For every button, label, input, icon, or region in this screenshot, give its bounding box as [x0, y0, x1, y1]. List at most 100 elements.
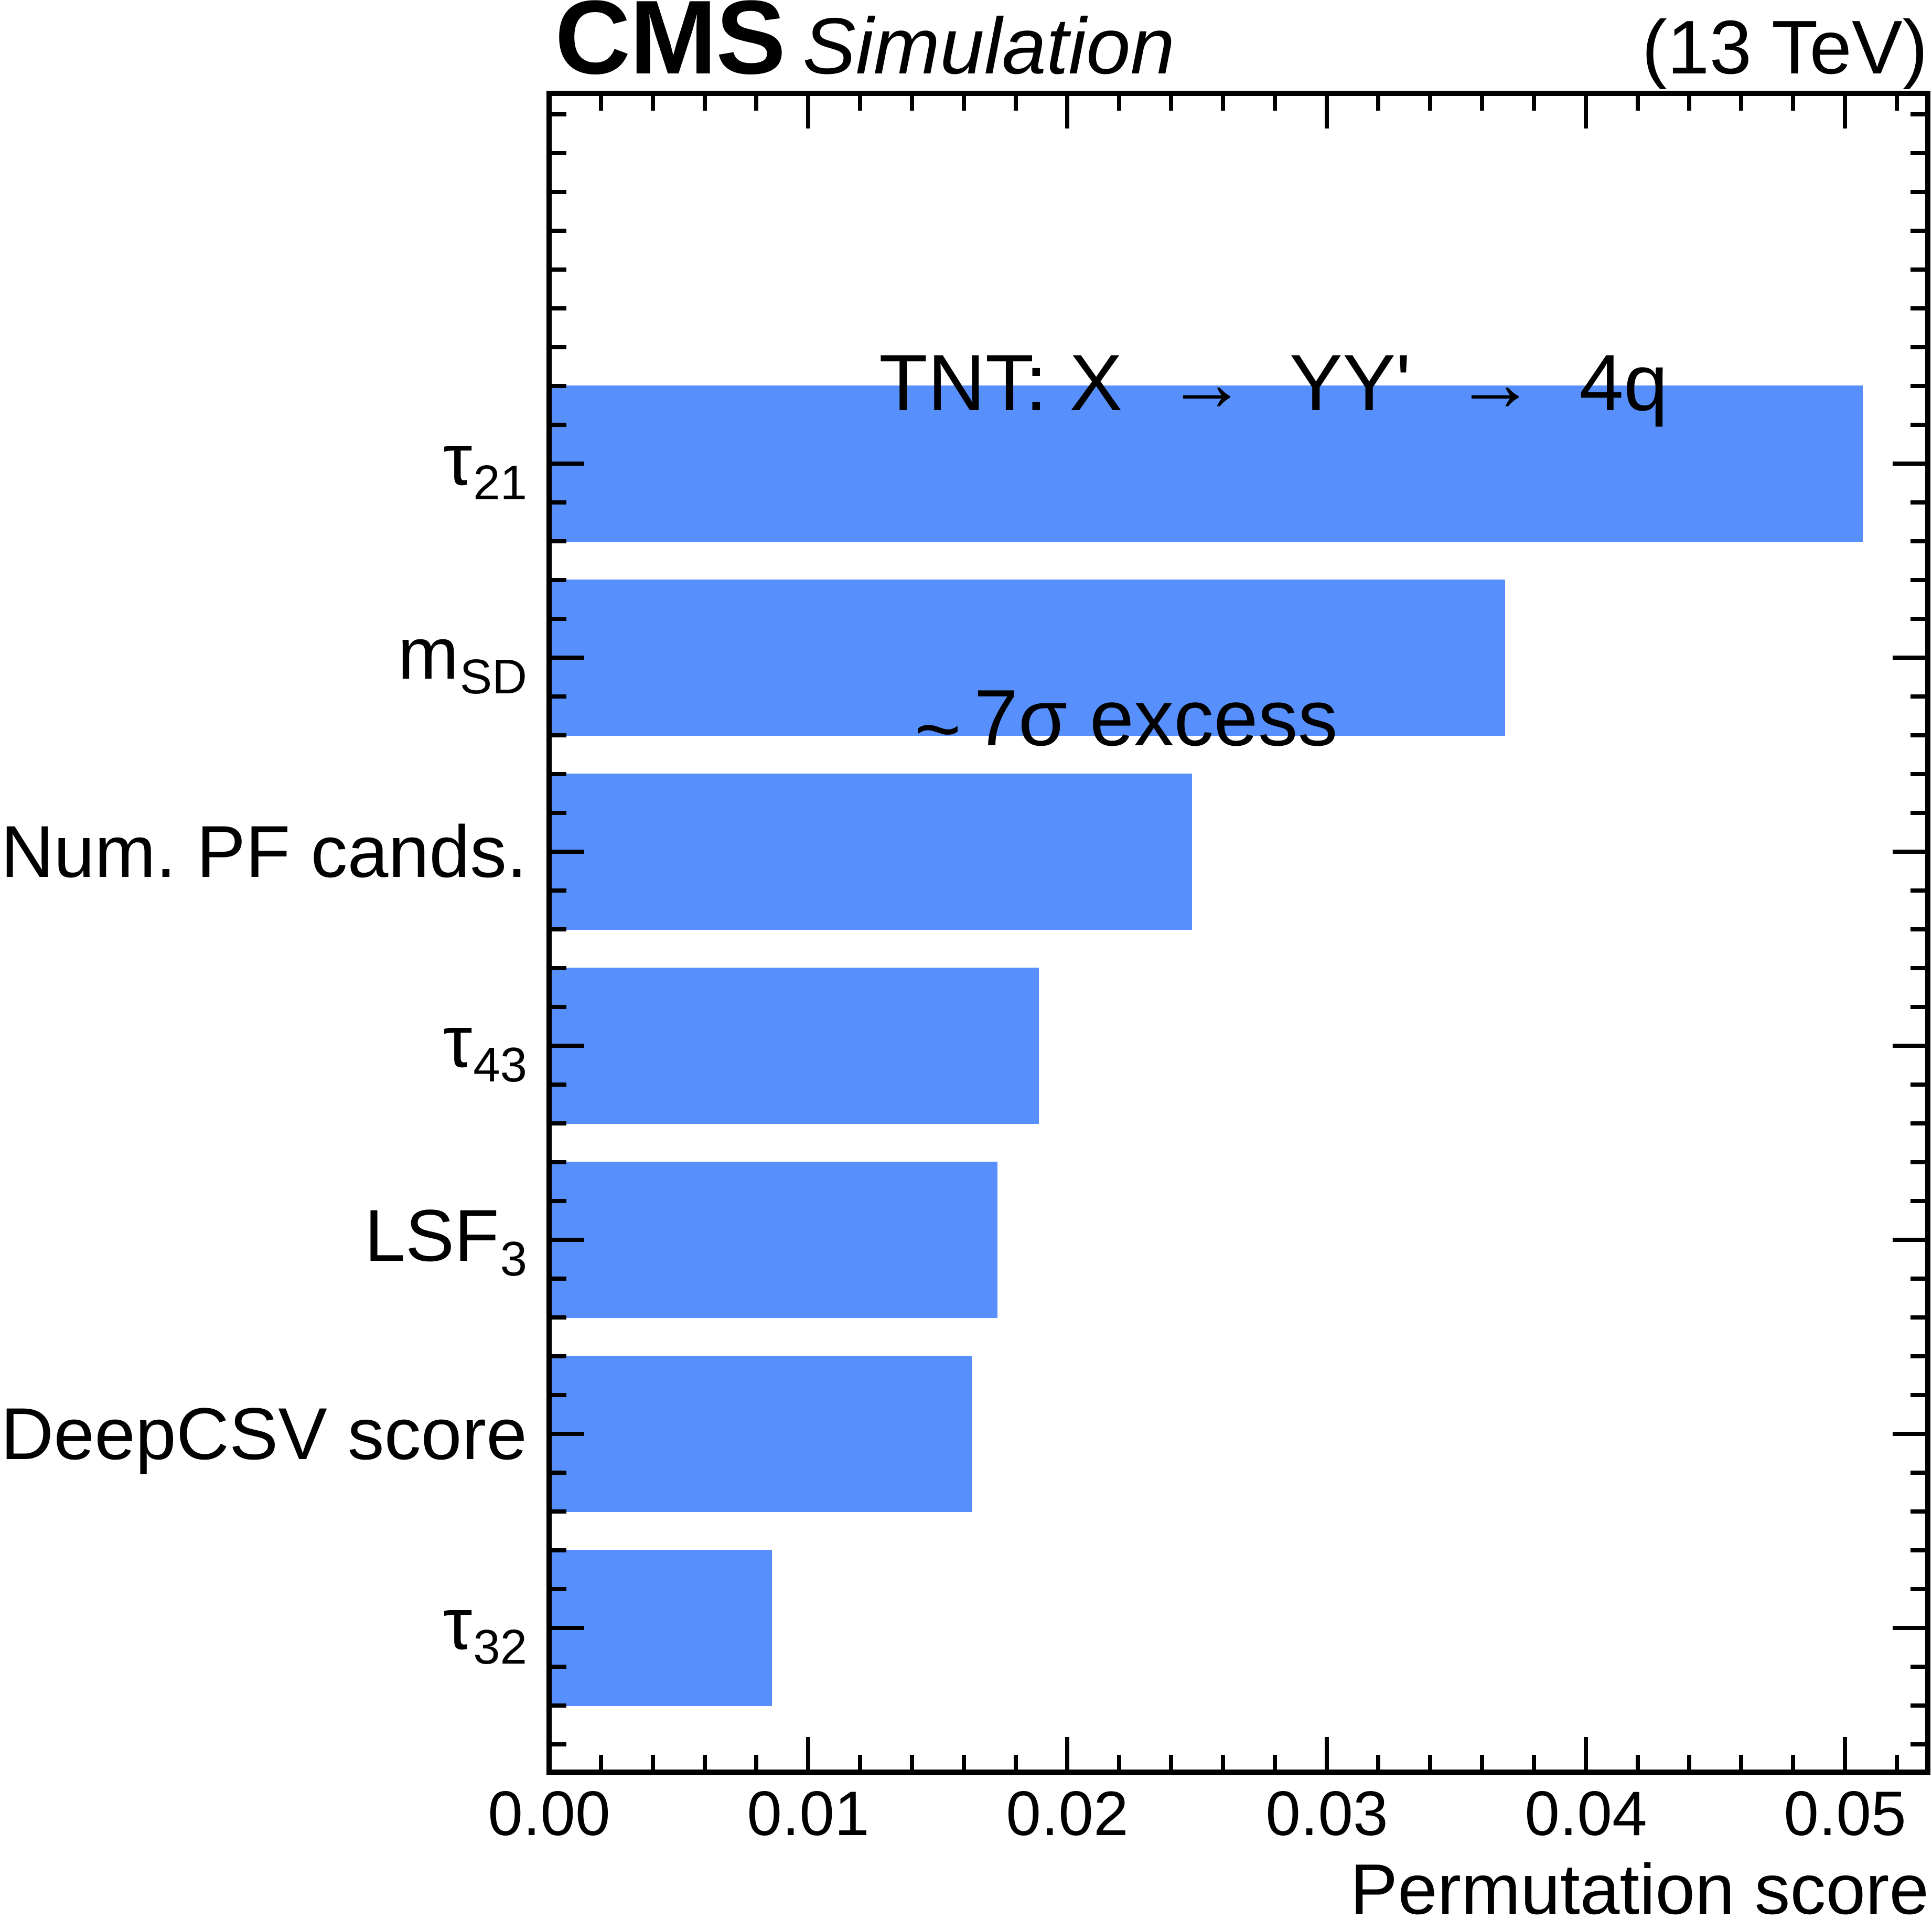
y-tick-minor-left: [552, 500, 566, 505]
y-tick-minor-right: [1910, 500, 1925, 505]
x-tick-top: [1895, 96, 1899, 111]
y-tick-minor-right: [1910, 384, 1925, 388]
y-tick-minor-left: [552, 1315, 566, 1320]
x-tick-bottom: [1014, 1755, 1018, 1770]
y-tick-minor-right: [1910, 539, 1925, 543]
y-tick-minor-right: [1910, 772, 1925, 776]
x-tick-bottom: [1221, 1755, 1225, 1770]
y-tick-minor-right: [1910, 1703, 1925, 1708]
y-tick-minor-left: [552, 1354, 566, 1358]
category-label-text: τ: [443, 1582, 473, 1665]
x-tick-bottom: [858, 1755, 862, 1770]
y-tick-major-left: [552, 462, 584, 466]
y-tick-minor-left: [552, 1471, 566, 1475]
y-tick-minor-left: [552, 1199, 566, 1203]
x-tick-top: [962, 96, 966, 111]
y-tick-minor-left: [552, 151, 566, 155]
y-tick-major-left: [552, 850, 584, 854]
x-tick-top: [1065, 96, 1069, 128]
y-tick-major-right: [1893, 1238, 1925, 1242]
category-label-num-pf-cands: Num. PF cands.: [1, 815, 527, 888]
y-tick-minor-right: [1910, 1160, 1925, 1164]
category-label-subscript: 21: [473, 455, 527, 510]
y-tick-minor-right: [1910, 112, 1925, 116]
y-tick-minor-left: [552, 190, 566, 194]
x-tick-bottom: [1428, 1755, 1432, 1770]
title-line-2: ~7σ excess: [915, 673, 1338, 774]
y-tick-minor-left: [552, 112, 566, 116]
x-tick-bottom: [703, 1755, 707, 1770]
x-tick-top: [1480, 96, 1484, 111]
x-tick-bottom: [1739, 1755, 1743, 1770]
x-tick-bottom: [754, 1755, 758, 1770]
category-label-tau32: τ32: [443, 1587, 527, 1674]
x-tick-bottom: [1480, 1755, 1484, 1770]
frame-bottom: [546, 1770, 1930, 1775]
y-tick-major-left: [552, 1238, 584, 1242]
y-tick-minor-left: [552, 888, 566, 893]
x-tick-top: [1221, 96, 1225, 111]
y-tick-minor-right: [1910, 1665, 1925, 1669]
y-tick-major-right: [1893, 850, 1925, 854]
category-label-text: m: [398, 612, 459, 694]
x-tick-top: [703, 96, 707, 111]
x-tick-top: [1636, 96, 1640, 111]
x-tick-bottom: [1895, 1755, 1899, 1770]
category-label-subscript: SD: [459, 649, 527, 704]
category-label-subscript: 3: [500, 1231, 527, 1286]
category-label-text: DeepCSV score: [1, 1392, 527, 1475]
y-tick-minor-right: [1910, 267, 1925, 272]
category-label-text: τ: [443, 418, 473, 500]
y-tick-minor-left: [552, 1005, 566, 1009]
y-tick-minor-left: [552, 1587, 566, 1591]
y-tick-minor-left: [552, 229, 566, 233]
bar-tau32: [549, 1550, 772, 1706]
x-tick-top: [1376, 96, 1380, 111]
y-tick-minor-right: [1910, 1199, 1925, 1203]
category-label-lsf3: LSF3: [364, 1199, 527, 1286]
y-tick-minor-left: [552, 1121, 566, 1125]
frame-right: [1925, 91, 1930, 1775]
y-tick-minor-right: [1910, 229, 1925, 233]
approx-tilde: ~: [915, 684, 961, 774]
x-tick-bottom: [1584, 1737, 1588, 1770]
y-tick-minor-left: [552, 811, 566, 815]
y-tick-minor-right: [1910, 1315, 1925, 1320]
x-axis-title: Permutation score: [1350, 1849, 1929, 1919]
category-label-subscript: 43: [473, 1037, 527, 1092]
y-tick-minor-left: [552, 1509, 566, 1514]
y-tick-minor-left: [552, 1703, 566, 1708]
y-tick-minor-right: [1910, 733, 1925, 737]
y-tick-major-right: [1893, 656, 1925, 660]
y-tick-minor-left: [552, 617, 566, 621]
x-tick-label-0.01: 0.01: [747, 1778, 870, 1849]
y-tick-minor-right: [1910, 345, 1925, 349]
y-tick-minor-right: [1910, 1082, 1925, 1087]
x-tick-top: [754, 96, 758, 111]
x-tick-label-0.05: 0.05: [1784, 1778, 1906, 1849]
x-tick-top: [1169, 96, 1173, 111]
x-tick-bottom: [910, 1755, 914, 1770]
bar-num-pf-cands: [549, 774, 1192, 930]
y-tick-minor-left: [552, 1277, 566, 1281]
y-tick-major-left: [552, 1044, 584, 1048]
bar-msd: [549, 580, 1505, 736]
y-tick-minor-right: [1910, 617, 1925, 621]
y-tick-minor-right: [1910, 694, 1925, 699]
y-tick-minor-left: [552, 927, 566, 931]
y-tick-minor-left: [552, 539, 566, 543]
y-tick-minor-right: [1910, 1393, 1925, 1397]
y-tick-minor-left: [552, 1082, 566, 1087]
x-tick-top: [858, 96, 862, 111]
y-tick-major-right: [1893, 1044, 1925, 1048]
x-tick-top: [1014, 96, 1018, 111]
y-tick-minor-left: [552, 384, 566, 388]
y-tick-minor-left: [552, 1742, 566, 1746]
simulation-label: Simulation: [802, 2, 1175, 91]
x-tick-bottom: [1636, 1755, 1640, 1770]
x-tick-top: [1843, 96, 1847, 128]
x-tick-bottom: [1791, 1755, 1795, 1770]
x-tick-top: [1791, 96, 1795, 111]
x-tick-top: [599, 96, 603, 111]
